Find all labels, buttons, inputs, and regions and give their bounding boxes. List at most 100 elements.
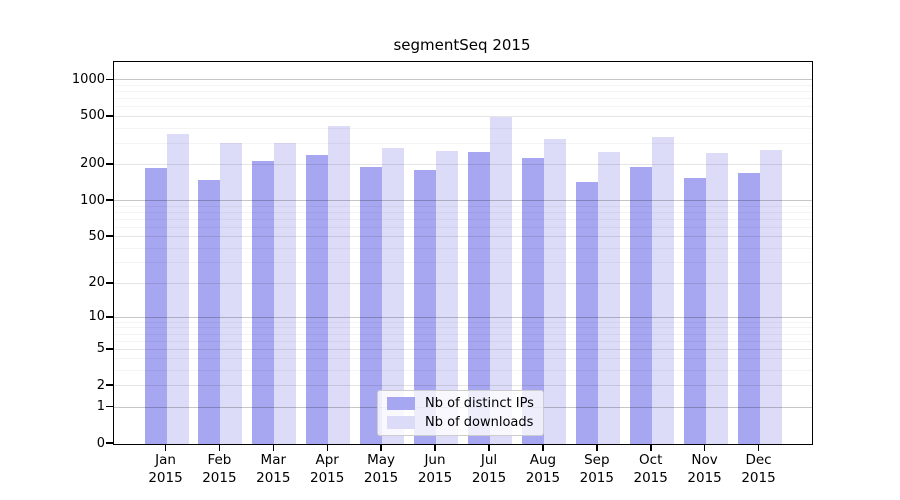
gridline: [114, 321, 812, 323]
x-tick-year: 2015: [256, 469, 291, 486]
x-tick-year: 2015: [579, 469, 614, 486]
y-tick-label: 100: [80, 192, 105, 208]
x-tick-year: 2015: [148, 469, 183, 486]
y-tick-mark: [106, 405, 113, 408]
y-tick-label: 2: [96, 377, 105, 393]
x-tick-month: Jan: [155, 452, 176, 468]
gridline: [114, 333, 812, 335]
x-tick-month: Aug: [529, 452, 557, 468]
x-tick-month: May: [367, 452, 396, 468]
bar-downloads: [490, 116, 512, 444]
y-tick-mark: [106, 115, 113, 117]
y-tick-label: 5: [96, 341, 105, 357]
bar-distinct-ips: [144, 168, 167, 444]
x-tick-label: Jan 2015: [134, 452, 198, 487]
x-tick-label: May 2015: [349, 452, 413, 487]
bar-distinct-ips: [306, 154, 329, 444]
legend-item-distinct-ips: Nb of distinct IPs: [387, 396, 534, 411]
x-tick-month: Oct: [639, 452, 663, 468]
y-tick-mark: [106, 316, 113, 318]
x-tick-mark: [596, 444, 598, 451]
bar-downloads: [705, 153, 728, 444]
x-tick-month: Mar: [260, 452, 287, 468]
y-tick-label: 50: [88, 228, 105, 244]
x-tick-label: Nov 2015: [673, 452, 737, 487]
legend-label-distinct-ips: Nb of distinct IPs: [425, 396, 534, 411]
x-tick-year: 2015: [525, 469, 561, 486]
y-tick-mark: [106, 78, 113, 81]
x-tick-label: Oct 2015: [619, 452, 683, 487]
bar-downloads: [436, 150, 458, 444]
x-tick-month: Apr: [315, 452, 339, 468]
y-tick-label: 1000: [71, 71, 105, 87]
x-tick-mark: [703, 444, 706, 451]
gridline: [114, 262, 812, 264]
bar-distinct-ips: [414, 170, 436, 444]
gridline: [114, 282, 812, 284]
bar-distinct-ips: [575, 181, 598, 444]
x-tick-mark: [542, 444, 544, 451]
gridline: [114, 98, 812, 100]
gridline: [114, 218, 812, 220]
gridline: [114, 163, 812, 165]
bar-distinct-ips: [360, 166, 383, 444]
x-tick-month: Dec: [745, 452, 772, 468]
x-tick-mark: [650, 444, 652, 451]
x-tick-month: Jun: [424, 452, 446, 468]
gridline: [114, 79, 812, 81]
gridline: [114, 115, 812, 117]
x-tick-year: 2015: [471, 469, 507, 486]
x-tick-month: Feb: [207, 452, 232, 468]
bar-distinct-ips: [198, 180, 221, 444]
gridline: [114, 85, 812, 86]
gridline: [114, 127, 812, 129]
gridline: [114, 327, 812, 329]
y-tick-label: 0: [96, 435, 105, 451]
legend: Nb of distinct IPs Nb of downloads: [377, 390, 544, 436]
x-tick-year: 2015: [417, 469, 453, 486]
x-tick-month: Sep: [584, 452, 610, 468]
x-tick-month: Nov: [691, 452, 718, 468]
y-tick-label: 20: [88, 275, 105, 291]
bar-distinct-ips: [468, 151, 490, 444]
gridline: [114, 200, 812, 202]
legend-item-downloads: Nb of downloads: [387, 415, 534, 430]
y-tick-mark: [106, 163, 113, 165]
bar-distinct-ips: [252, 161, 275, 444]
bar-downloads: [328, 125, 351, 444]
bar-downloads: [651, 137, 674, 444]
legend-swatch-downloads: [387, 416, 415, 429]
bar-distinct-ips: [683, 177, 706, 444]
y-tick-label: 10: [88, 309, 105, 325]
gridline: [114, 91, 812, 93]
y-tick-mark: [106, 282, 113, 284]
y-tick-mark: [106, 384, 113, 386]
bar-distinct-ips: [737, 172, 760, 444]
x-tick-label: Mar 2015: [241, 452, 305, 487]
x-tick-mark: [164, 444, 167, 451]
legend-swatch-distinct-ips: [387, 397, 415, 410]
x-tick-mark: [218, 444, 221, 451]
x-tick-label: Feb 2015: [187, 452, 251, 487]
x-tick-label: Dec 2015: [727, 452, 791, 487]
x-tick-month: Jul: [480, 452, 498, 468]
x-tick-mark: [380, 444, 382, 451]
x-tick-year: 2015: [687, 469, 722, 486]
x-tick-year: 2015: [363, 469, 399, 486]
gridline: [114, 211, 812, 213]
gridline: [114, 316, 812, 318]
gridline: [114, 358, 812, 360]
bar-downloads: [382, 147, 405, 444]
gridline: [114, 370, 812, 371]
gridline: [114, 236, 812, 238]
x-tick-mark: [434, 444, 436, 451]
x-tick-mark: [488, 444, 490, 451]
x-tick-label: Sep 2015: [565, 452, 629, 487]
y-tick-mark: [106, 235, 113, 237]
gridline: [114, 226, 812, 228]
plot-area: Nb of distinct IPs Nb of downloads: [113, 61, 813, 445]
bar-downloads: [220, 143, 243, 444]
legend-label-downloads: Nb of downloads: [425, 415, 534, 430]
x-tick-year: 2015: [741, 469, 776, 486]
